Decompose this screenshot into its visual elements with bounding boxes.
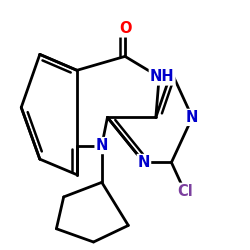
Text: NH: NH [150, 70, 174, 84]
Text: O: O [119, 21, 131, 36]
Text: Cl: Cl [177, 184, 192, 199]
Text: N: N [186, 110, 198, 125]
Text: N: N [138, 155, 150, 170]
Text: N: N [96, 138, 108, 153]
